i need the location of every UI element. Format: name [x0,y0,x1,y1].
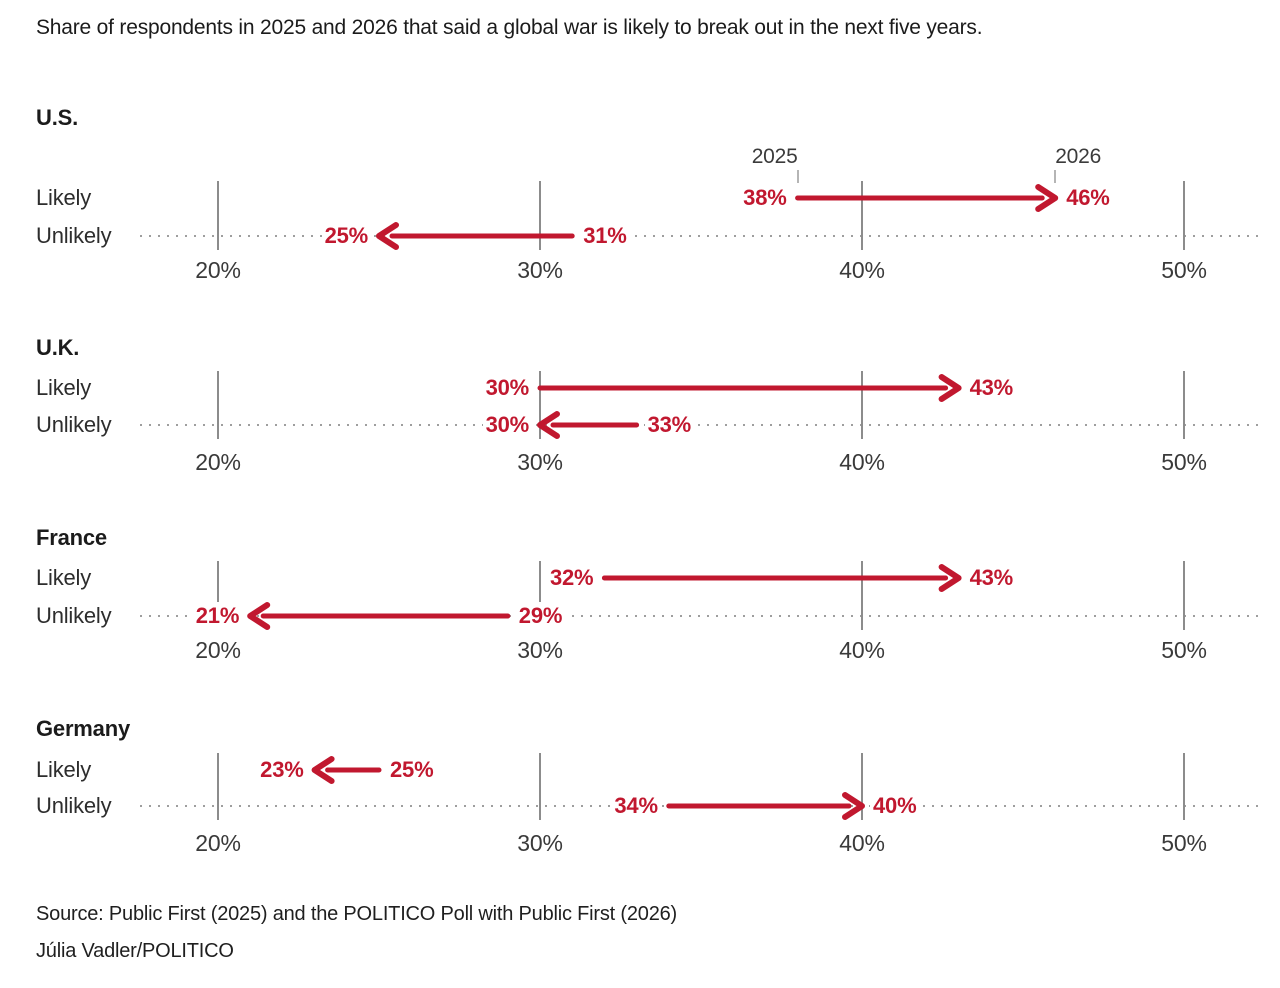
axis-tick-uk-50 [1183,371,1185,439]
axis-tick-us-40 [861,181,863,250]
year-tick-2026 [1054,170,1057,183]
country-label-france: France [36,525,107,550]
axis-tick-germany-30 [539,753,541,820]
axis-tick-label-us-20: 20% [195,257,241,283]
value-label-2026-uk-likely: 43% [966,374,1017,402]
country-label-us: U.S. [36,105,78,130]
source-line: Source: Public First (2025) and the POLI… [36,903,678,925]
trend-arrow-us-likely [795,184,1059,212]
dotted-gridline-france [140,615,1260,617]
axis-tick-uk-40 [861,371,863,439]
value-label-2025-france-likely: 32% [546,564,597,592]
trend-arrow-uk-likely [537,374,962,402]
value-label-2026-us-unlikely: 25% [321,222,371,250]
value-label-2025-france-unlikely: 29% [515,602,566,630]
axis-tick-label-germany-40: 40% [839,830,885,856]
value-label-2026-uk-unlikely: 30% [482,411,532,439]
axis-tick-label-france-40: 40% [839,637,885,663]
axis-tick-us-50 [1183,181,1185,250]
axis-tick-label-us-40: 40% [839,257,885,283]
axis-tick-germany-40 [861,753,863,820]
dotted-gridline-uk [140,424,1260,426]
country-label-germany: Germany [36,716,130,741]
value-label-2025-us-unlikely: 31% [580,222,630,250]
axis-tick-us-30 [539,181,541,250]
axis-tick-label-uk-20: 20% [195,449,241,475]
row-label-france-likely: Likely [36,565,92,590]
axis-tick-us-20 [217,181,219,250]
value-label-2026-france-likely: 43% [966,564,1017,592]
axis-tick-label-us-50: 50% [1161,257,1207,283]
value-label-2025-uk-unlikely: 33% [644,411,695,439]
axis-tick-label-france-30: 30% [517,637,563,663]
row-label-france-unlikely: Unlikely [36,603,112,628]
year-label-2026: 2026 [1055,145,1102,168]
dotted-gridline-germany [140,805,1260,807]
axis-tick-uk-20 [217,371,219,439]
value-label-2026-germany-likely: 23% [257,756,307,784]
value-label-2025-germany-unlikely: 34% [611,792,661,820]
axis-tick-label-us-30: 30% [517,257,563,283]
value-label-2026-us-likely: 46% [1063,184,1113,212]
row-label-uk-unlikely: Unlikely [36,412,112,437]
axis-tick-germany-50 [1183,753,1185,820]
axis-tick-label-uk-50: 50% [1161,449,1207,475]
row-label-us-likely: Likely [36,185,92,210]
axis-tick-germany-20 [217,753,219,820]
axis-tick-label-germany-50: 50% [1161,830,1207,856]
axis-tick-label-germany-20: 20% [195,830,241,856]
axis-tick-france-20 [217,561,219,630]
axis-tick-label-germany-30: 30% [517,830,563,856]
axis-tick-label-uk-30: 30% [517,449,563,475]
dotted-gridline-us [140,235,1260,237]
axis-tick-label-france-20: 20% [195,637,241,663]
value-label-2026-germany-unlikely: 40% [870,792,920,820]
row-label-uk-likely: Likely [36,375,92,400]
axis-tick-label-uk-40: 40% [839,449,885,475]
chart-title: Share of respondents in 2025 and 2026 th… [36,16,983,39]
axis-tick-france-30 [539,561,541,630]
axis-tick-france-40 [861,561,863,630]
value-label-2025-uk-likely: 30% [482,374,532,402]
year-label-2025: 2025 [751,145,798,168]
axis-tick-france-50 [1183,561,1185,630]
value-label-2025-germany-likely: 25% [387,756,437,784]
year-tick-2025 [796,170,799,183]
axis-tick-label-france-50: 50% [1161,637,1207,663]
row-label-germany-likely: Likely [36,757,92,782]
trend-arrow-germany-likely [311,756,382,784]
country-label-uk: U.K. [36,335,80,360]
value-label-2025-us-likely: 38% [740,184,790,212]
value-label-2026-france-unlikely: 21% [192,602,243,630]
row-label-germany-unlikely: Unlikely [36,793,112,818]
axis-tick-uk-30 [539,371,541,439]
credit-line: Júlia Vadler/POLITICO [36,940,234,962]
row-label-us-unlikely: Unlikely [36,223,112,248]
trend-arrow-france-likely [601,564,962,592]
